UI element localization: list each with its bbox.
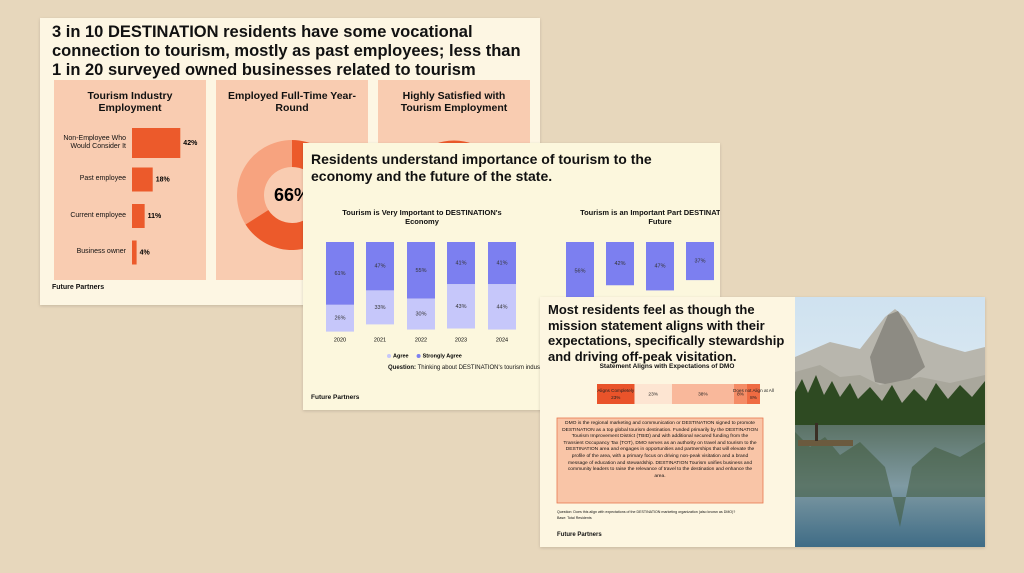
- bar-segment: [488, 242, 516, 285]
- value-label: 8%: [737, 391, 745, 397]
- photo: [795, 297, 985, 547]
- legend-swatch: [416, 354, 421, 358]
- footer: Future Partners: [52, 284, 105, 291]
- bar-segment: [326, 304, 354, 332]
- slide-title: Most residents feel as though the missio…: [548, 302, 785, 364]
- chart-title: Tourism is Very Important to DESTINATION…: [342, 208, 502, 226]
- value-label: 11%: [148, 213, 162, 220]
- question-label: Question:: [388, 365, 416, 371]
- value-label: 4%: [140, 249, 151, 256]
- x-tick-label: 2023: [455, 337, 467, 343]
- value-label: 42%: [614, 261, 625, 267]
- bar-segment: [634, 384, 672, 404]
- bar: [132, 128, 181, 158]
- bar-segment: [407, 298, 435, 330]
- legend-swatch: [387, 354, 391, 358]
- bar-segment: [566, 242, 594, 300]
- bar-segment: [686, 242, 714, 281]
- x-tick-label: 2020: [334, 337, 346, 343]
- value-label: 47%: [654, 264, 665, 270]
- value-label: 41%: [496, 261, 507, 267]
- bar-segment: [606, 242, 634, 286]
- panel-title: Tourism Industry Employment: [87, 90, 173, 114]
- bar-label: Non-Employee Who Would Consider It: [63, 134, 126, 151]
- x-tick-label: 2022: [415, 337, 427, 343]
- value-label: 8%: [750, 395, 757, 400]
- footer: Future Partners: [557, 532, 602, 538]
- value-label: 33%: [374, 305, 385, 311]
- x-tick-label: 2021: [374, 337, 386, 343]
- value-label: 23%: [611, 395, 620, 400]
- bar-segment: [646, 242, 674, 291]
- x-tick-label: 2024: [496, 337, 508, 343]
- bar-segment: [488, 284, 516, 330]
- bar: [132, 204, 145, 228]
- value-label: 18%: [156, 176, 171, 183]
- value-label: 61%: [334, 271, 345, 277]
- chart-title: Statement Aligns with Expectations of DM…: [599, 363, 735, 370]
- statement-text: DMO is the regional marketing and commun…: [562, 421, 758, 479]
- statement-box: [556, 417, 764, 504]
- legend-label: Strongly Agree: [423, 353, 462, 359]
- bar-segment: [746, 384, 760, 404]
- question: Question: Thinking about DESTINATION's t…: [388, 365, 552, 371]
- panel: [54, 80, 206, 280]
- bar-label: Business owner: [76, 248, 126, 256]
- bar: [132, 167, 153, 192]
- bar-segment: [366, 290, 394, 325]
- bar: [132, 240, 137, 265]
- legend-label: Agree: [393, 353, 409, 359]
- bar-segment: [447, 284, 475, 329]
- value-label: 26%: [334, 316, 345, 322]
- segment-name: Does not Align at All: [733, 388, 774, 393]
- bar-segment: [733, 384, 747, 404]
- value-label: 23%: [648, 391, 658, 397]
- panel-title: Highly Satisfied with Tourism Employment: [400, 90, 508, 114]
- slide-graphics: 61% 47% 55% 41% 41% 26% 33% 30% 43% 44% 2020 2021 20…: [326, 242, 714, 359]
- value-label: 42%: [183, 140, 198, 147]
- donut-rest: [237, 140, 292, 225]
- bar-label: Current employee: [70, 211, 126, 219]
- value-label: 56%: [574, 268, 585, 274]
- value-label: 44%: [496, 304, 507, 310]
- slide-title: Residents understand importance of touri…: [311, 151, 652, 184]
- value-label: 47%: [374, 264, 385, 270]
- bar-segment: [407, 242, 435, 299]
- chart-title: Tourism is an Important Part DESTINATION…: [580, 208, 720, 226]
- value-label: 43%: [455, 304, 466, 310]
- base: Base: Total Residents: [557, 516, 592, 520]
- value-label: 55%: [415, 268, 426, 274]
- bar-segment: [597, 384, 635, 404]
- slide-title: 3 in 10 DESTINATION residents have some …: [52, 23, 521, 79]
- bar-label: Past employee: [79, 175, 126, 183]
- value-label: 30%: [415, 312, 426, 318]
- question: Question: Does this align with expectati…: [557, 510, 736, 514]
- bar-segment: [671, 384, 734, 404]
- value-label: 37%: [694, 259, 705, 265]
- footer: Future Partners: [311, 394, 360, 401]
- value-label: 41%: [455, 261, 466, 267]
- slide: Aligns Completely 23% 23% 38% 8% Does not Ali…: [540, 297, 985, 547]
- donut-label: 66%: [274, 185, 310, 205]
- question-text: Thinking about DESTINATION's tourism ind…: [417, 365, 552, 371]
- segment-name: Aligns Completely: [597, 388, 634, 393]
- value-label: 38%: [698, 391, 708, 397]
- panel-title: Employed Full-Time Year-Round: [228, 90, 356, 114]
- bar-segment: [447, 242, 475, 285]
- bar-segment: [366, 242, 394, 291]
- bar-segment: [326, 242, 354, 305]
